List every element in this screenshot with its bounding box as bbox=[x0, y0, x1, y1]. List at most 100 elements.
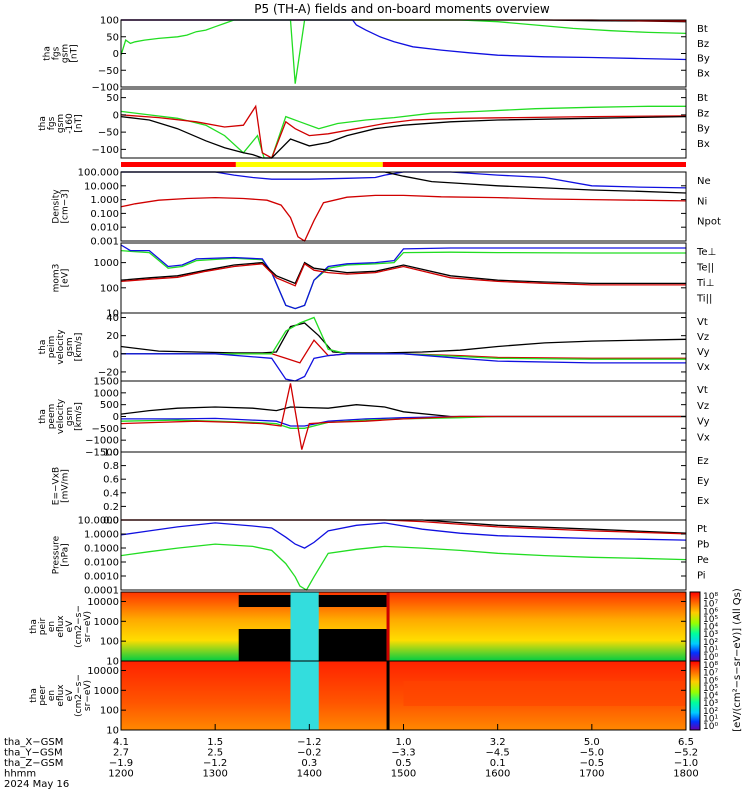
y-axis-label-line: peer bbox=[38, 685, 48, 706]
y-tick-label: −50 bbox=[98, 66, 119, 77]
y-axis-label-line: gsm bbox=[65, 407, 75, 426]
y-axis-label-line: tha bbox=[38, 409, 48, 424]
spectrogram-gap bbox=[238, 629, 291, 661]
y-tick-label: 1000 bbox=[94, 617, 119, 628]
colorbar-tick-label: 10⁸ bbox=[703, 661, 718, 671]
y-tick-label: −1000 bbox=[85, 436, 119, 447]
colorbar-tick-label: 10⁵ bbox=[703, 615, 718, 625]
legend-label: Te⊥ bbox=[696, 247, 716, 258]
y-tick-label: 0 bbox=[113, 110, 119, 121]
panel8: 10.0000 1.0000 0.1000 0.0100 0.0010 0.0001 Pre… bbox=[52, 516, 710, 597]
y-tick-label: 0.6 bbox=[103, 475, 119, 486]
x-tick-label: 2.7 bbox=[113, 748, 129, 759]
y-tick-label: 0.0010 bbox=[84, 572, 119, 583]
legend-label: By bbox=[697, 124, 710, 135]
y-axis-label-line: E=−VxB bbox=[52, 467, 62, 505]
y-axis-label-line: sr−eV) bbox=[83, 680, 93, 711]
y-axis-label: Pressure [nPa] bbox=[52, 535, 71, 574]
colorbar-tick-label: 10⁷ bbox=[703, 600, 718, 610]
series-line-ti bbox=[120, 244, 686, 310]
x-tick-label: −0.5 bbox=[580, 758, 604, 769]
legend-label: Bz bbox=[697, 39, 709, 50]
legend-label: Vx bbox=[697, 362, 710, 373]
legend-label: Ne bbox=[697, 176, 711, 187]
y-axis-label-line: mom3 bbox=[52, 264, 62, 293]
y-axis-label-line: Density bbox=[52, 189, 62, 224]
colorbar-tick-label: 10⁰ bbox=[703, 722, 718, 732]
colorbar-tick-label: 10⁴ bbox=[703, 623, 718, 633]
y-axis-label-line: tha bbox=[38, 116, 48, 131]
y-tick-label: 50 bbox=[106, 32, 119, 43]
panel3: 100.000 10.000 1.000 0.100 0.010 0.001 Density… bbox=[52, 168, 721, 248]
y-axis-label: Density [cm−3] bbox=[52, 189, 71, 224]
spectrogram-gap bbox=[318, 595, 387, 607]
y-axis-label-line: tha bbox=[43, 46, 53, 61]
y-axis-label-line: velocity bbox=[56, 329, 66, 365]
spectrogram-gap bbox=[238, 595, 291, 607]
y-axis-label-line: en bbox=[47, 621, 57, 632]
y-axis-label-line: eV bbox=[65, 689, 75, 702]
x-row-label: 2024 May 16 bbox=[4, 779, 69, 790]
y-axis-label-line: -160 bbox=[65, 113, 75, 134]
panel-frame bbox=[120, 519, 687, 591]
x-tick-label: 3.2 bbox=[490, 737, 506, 748]
y-axis-label: tha peem velocity gsm [km/s] bbox=[38, 398, 84, 434]
y-axis-label-line: tha bbox=[29, 688, 39, 703]
y-axis-label-line: fgs bbox=[47, 116, 57, 130]
y-tick-label: 0.0100 bbox=[84, 558, 119, 569]
x-tick-label: −4.5 bbox=[486, 748, 510, 759]
y-tick-label: 40 bbox=[106, 313, 119, 324]
y-tick-label: 100 bbox=[100, 283, 119, 294]
y-axis-label-line: [nT] bbox=[70, 44, 80, 62]
panel5: 40 20 0 −20 tha peim velocity gsm [km/s] Vt Vz Vy Vx bbox=[38, 312, 710, 382]
series-line-te bbox=[120, 261, 686, 285]
legend-label: Vt bbox=[697, 317, 708, 328]
y-axis-label-line: en bbox=[47, 690, 57, 701]
series-line-pi bbox=[120, 522, 687, 549]
series-line-by bbox=[120, 105, 686, 159]
y-axis-label-line: tha bbox=[29, 619, 39, 634]
series-line-pb bbox=[121, 519, 687, 535]
y-axis-label-line: tha bbox=[38, 340, 48, 355]
colorbar bbox=[689, 660, 701, 731]
series-line-bt bbox=[120, 115, 687, 159]
legend-label: Ni bbox=[697, 196, 707, 207]
y-axis-label-line: eflux bbox=[56, 684, 66, 707]
legend-label: Ez bbox=[697, 456, 709, 467]
x-tick-label: −0.2 bbox=[297, 748, 321, 759]
y-tick-label: 10 bbox=[106, 309, 119, 320]
panel10: 10000 1000 100 10 tha peer en eflux eV (cm2−s− sr−… bbox=[29, 660, 687, 737]
x-tick-label: 1.5 bbox=[207, 737, 223, 748]
y-tick-label: −20 bbox=[98, 367, 119, 378]
x-tick-label: 5.0 bbox=[584, 737, 600, 748]
x-tick-label: 1.0 bbox=[396, 737, 412, 748]
y-tick-label: 0.1000 bbox=[84, 544, 119, 555]
legend-label: Bz bbox=[697, 108, 709, 119]
y-tick-label: 10000 bbox=[87, 666, 119, 677]
y-tick-label: 1.000 bbox=[90, 195, 119, 206]
colorbar-tick-label: 10⁵ bbox=[703, 684, 718, 694]
y-axis-label: tha peer en eflux eV (cm2−s− sr−eV) bbox=[29, 674, 93, 717]
y-axis-label-line: fgs bbox=[52, 46, 62, 60]
x-tick-label: 1300 bbox=[202, 769, 227, 780]
y-axis-label-line: [nT] bbox=[74, 114, 84, 132]
y-tick-label: 0.4 bbox=[103, 488, 119, 499]
y-tick-label: 1000 bbox=[94, 686, 119, 697]
y-axis-label-line: eflux bbox=[56, 615, 66, 638]
y-axis-label: tha peim velocity gsm [km/s] bbox=[38, 329, 84, 365]
x-tick-label: −1.2 bbox=[297, 737, 321, 748]
y-tick-label: 10000 bbox=[87, 597, 119, 608]
y-axis-label: tha peir en eflux eV (cm2−s− sr−eV) bbox=[29, 605, 93, 648]
y-tick-label: 10 bbox=[106, 657, 119, 668]
series-line-by bbox=[120, 19, 687, 84]
series-line-vy bbox=[121, 316, 686, 360]
legend-label: Ti|| bbox=[696, 294, 712, 305]
spectrogram-cold-region bbox=[290, 661, 319, 730]
panel-frame bbox=[120, 88, 687, 159]
panel1: 100 50 0 −50 −100 tha fgs gsm [nT] Bt Bz By Bx bbox=[43, 16, 710, 94]
y-axis-label: E=−VxB [mV/m] bbox=[52, 467, 71, 505]
x-tick-label: 1600 bbox=[485, 769, 510, 780]
legend-label: Vz bbox=[697, 332, 709, 343]
